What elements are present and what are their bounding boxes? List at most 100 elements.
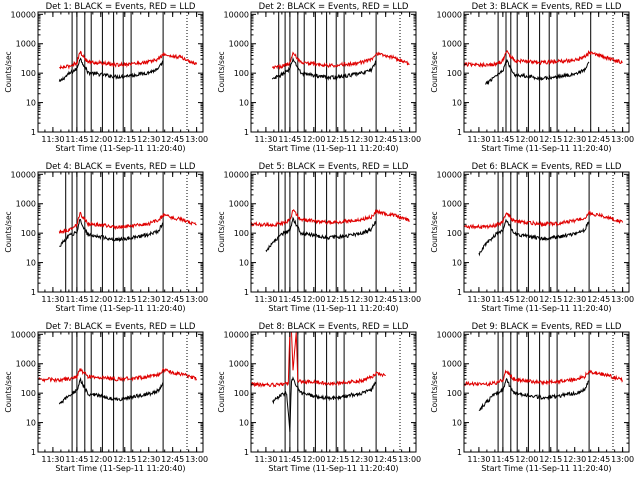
- y-tick-label: 10000: [437, 10, 462, 19]
- y-axis-label: Counts/sec: [430, 51, 439, 92]
- x-tick-label: 11:30: [41, 295, 64, 304]
- panel-title: Det 2: BLACK = Events, RED = LLD: [259, 2, 409, 12]
- x-tick-label: 11:45: [491, 295, 514, 304]
- x-tick-label: 13:00: [185, 135, 208, 144]
- plot-frame: [463, 331, 630, 453]
- x-tick-label: 12:45: [374, 135, 397, 144]
- y-tick-label: 10000: [437, 330, 462, 339]
- y-tick-label: 1000: [16, 360, 36, 369]
- x-tick-label: 12:00: [89, 135, 112, 144]
- panel-title: Det 3: BLACK = Events, RED = LLD: [472, 2, 622, 12]
- y-tick-label: 100: [234, 229, 249, 238]
- detector-panel-6: Det 6: BLACK = Events, RED = LLD 1 10 100 10…: [430, 162, 634, 313]
- x-tick-label: 11:30: [467, 135, 490, 144]
- x-tick-label: 13:00: [398, 455, 421, 464]
- series-line-lld: [250, 209, 410, 228]
- series-line-events: [478, 377, 590, 411]
- y-axis-label: Counts/sec: [4, 51, 13, 92]
- y-tick-label: 10000: [11, 170, 36, 179]
- detector-panel-8: Det 8: BLACK = Events, RED = LLD 1 10 100 10…: [217, 322, 421, 473]
- plot-frame: [463, 11, 630, 133]
- detector-panel-1: Det 1: BLACK = Events, RED = LLD 1 10 100 10…: [4, 2, 208, 153]
- x-tick-label: 13:00: [185, 295, 208, 304]
- y-tick-label: 1: [244, 448, 249, 457]
- y-tick-label: 1: [457, 288, 462, 297]
- y-axis-label: Counts/sec: [217, 51, 226, 92]
- plot-frame: [250, 11, 417, 133]
- y-axis-label: Counts/sec: [430, 211, 439, 252]
- x-axis-label: Start Time (11-Sep-11 11:20:40): [268, 144, 398, 153]
- detector-panel-5: Det 5: BLACK = Events, RED = LLD 1 10 100 10…: [217, 162, 421, 313]
- x-tick-label: 11:45: [278, 455, 301, 464]
- y-axis-label: Counts/sec: [4, 371, 13, 412]
- series-line-lld: [37, 367, 198, 384]
- x-tick-label: 11:45: [65, 455, 88, 464]
- x-tick-label: 11:30: [254, 295, 277, 304]
- x-tick-label: 11:45: [65, 295, 88, 304]
- y-tick-label: 1: [457, 448, 462, 457]
- series-line-lld: [58, 211, 197, 235]
- y-tick-label: 1000: [229, 360, 249, 369]
- series-line-events: [272, 376, 377, 432]
- x-tick-label: 12:30: [350, 455, 373, 464]
- y-tick-label: 10: [26, 99, 36, 108]
- x-tick-label: 11:45: [65, 135, 88, 144]
- x-tick-label: 12:30: [563, 135, 586, 144]
- x-tick-label: 12:45: [587, 135, 610, 144]
- x-tick-label: 11:30: [254, 455, 277, 464]
- x-tick-label: 12:00: [89, 455, 112, 464]
- y-tick-label: 10000: [11, 10, 36, 19]
- y-tick-label: 10: [239, 99, 249, 108]
- x-tick-label: 12:15: [326, 135, 349, 144]
- x-axis-label: Start Time (11-Sep-11 11:20:40): [55, 304, 185, 313]
- y-tick-label: 1: [244, 128, 249, 137]
- panel-title: Det 9: BLACK = Events, RED = LLD: [472, 322, 622, 332]
- y-tick-label: 1: [457, 128, 462, 137]
- detector-panel-3: Det 3: BLACK = Events, RED = LLD 1 10 100 10…: [430, 2, 634, 153]
- x-tick-label: 11:30: [467, 455, 490, 464]
- panel-title: Det 8: BLACK = Events, RED = LLD: [259, 322, 409, 332]
- y-tick-label: 10000: [11, 330, 36, 339]
- y-axis-label: Counts/sec: [4, 211, 13, 252]
- plot-frame: [37, 11, 204, 133]
- x-axis-label: Start Time (11-Sep-11 11:20:40): [481, 144, 611, 153]
- x-tick-label: 12:30: [563, 455, 586, 464]
- x-tick-label: 13:00: [398, 295, 421, 304]
- y-tick-label: 10000: [224, 330, 249, 339]
- x-tick-label: 12:45: [374, 295, 397, 304]
- series-line-lld: [59, 50, 198, 70]
- series-line-events: [58, 57, 164, 83]
- x-tick-label: 12:15: [113, 295, 136, 304]
- x-tick-label: 12:30: [137, 455, 160, 464]
- panel-title: Det 4: BLACK = Events, RED = LLD: [46, 162, 196, 172]
- y-tick-label: 100: [447, 389, 462, 398]
- x-tick-label: 11:30: [41, 455, 64, 464]
- x-tick-label: 12:00: [515, 135, 538, 144]
- y-tick-label: 1000: [442, 360, 462, 369]
- y-tick-label: 100: [21, 69, 36, 78]
- y-tick-label: 100: [21, 229, 36, 238]
- y-axis-label: Counts/sec: [430, 371, 439, 412]
- x-tick-label: 13:00: [398, 135, 421, 144]
- y-tick-label: 100: [447, 69, 462, 78]
- x-tick-label: 11:45: [278, 135, 301, 144]
- x-tick-label: 12:00: [89, 295, 112, 304]
- y-tick-label: 100: [234, 389, 249, 398]
- y-tick-label: 1: [31, 448, 36, 457]
- y-tick-label: 10: [239, 419, 249, 428]
- detector-panel-7: Det 7: BLACK = Events, RED = LLD 1 10 100 10…: [4, 322, 208, 473]
- plot-frame: [463, 171, 630, 293]
- x-tick-label: 12:30: [137, 295, 160, 304]
- x-tick-label: 11:30: [467, 295, 490, 304]
- x-axis-label: Start Time (11-Sep-11 11:20:40): [55, 464, 185, 473]
- x-tick-label: 12:00: [515, 295, 538, 304]
- y-tick-label: 10000: [224, 170, 249, 179]
- x-tick-label: 12:15: [539, 455, 562, 464]
- x-tick-label: 12:45: [374, 455, 397, 464]
- y-tick-label: 1000: [229, 200, 249, 209]
- plot-frame: [37, 331, 204, 453]
- x-tick-label: 12:30: [137, 135, 160, 144]
- series-line-lld: [250, 331, 386, 389]
- y-tick-label: 1000: [16, 40, 36, 49]
